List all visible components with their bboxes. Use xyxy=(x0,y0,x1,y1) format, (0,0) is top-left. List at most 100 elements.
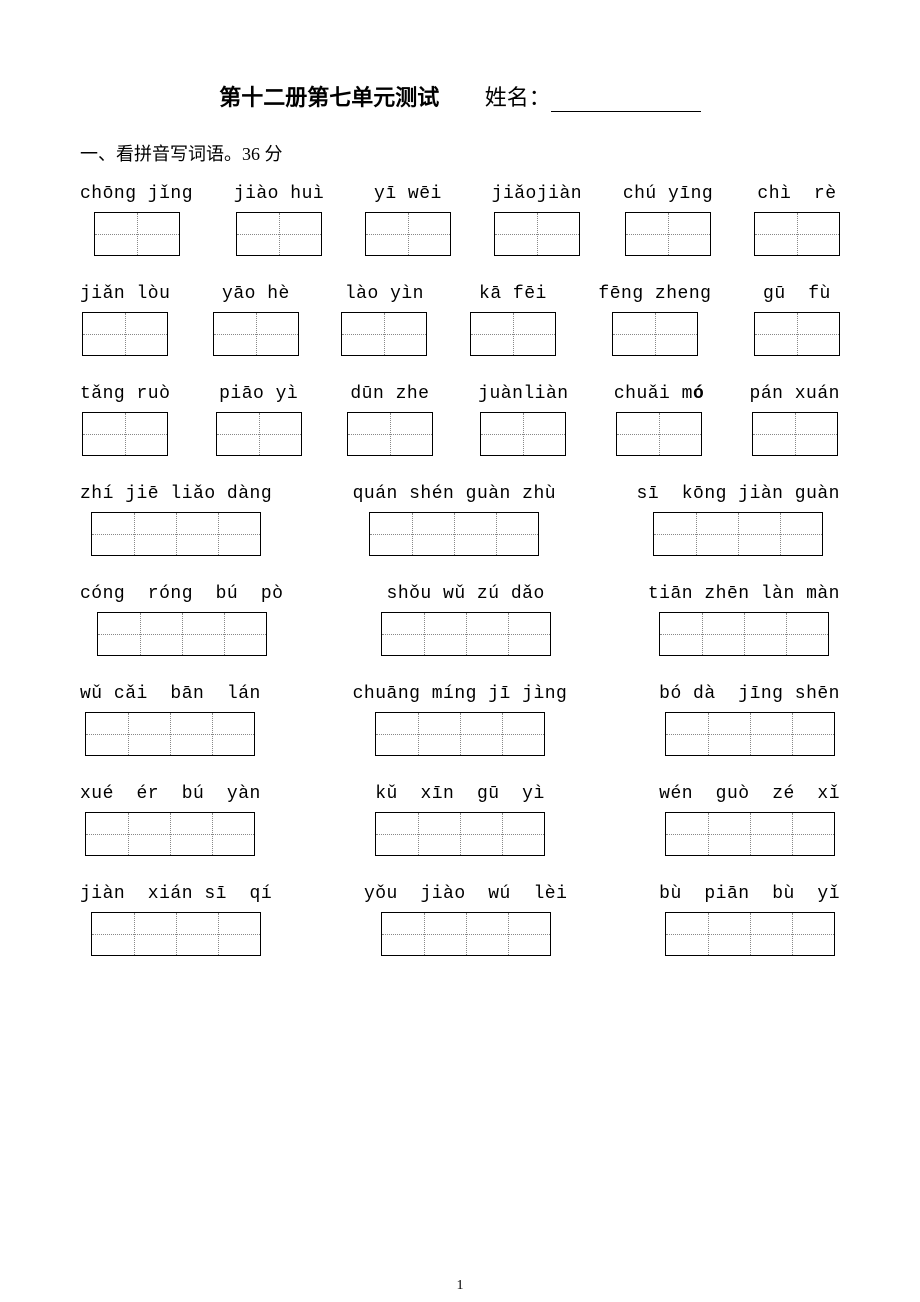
answer-cell[interactable] xyxy=(424,613,466,655)
answer-cell[interactable] xyxy=(83,313,125,355)
answer-cell[interactable] xyxy=(134,513,176,555)
answer-cell[interactable] xyxy=(750,713,792,755)
answer-cell[interactable] xyxy=(750,913,792,955)
answer-cell[interactable] xyxy=(792,713,834,755)
answer-cell[interactable] xyxy=(755,313,797,355)
answer-cell[interactable] xyxy=(655,313,697,355)
answer-cell[interactable] xyxy=(617,413,659,455)
answer-cell[interactable] xyxy=(537,213,579,255)
answer-cell[interactable] xyxy=(237,213,279,255)
answer-cell[interactable] xyxy=(224,613,266,655)
answer-boxset[interactable] xyxy=(616,412,702,456)
answer-cell[interactable] xyxy=(797,213,839,255)
answer-boxset[interactable] xyxy=(480,412,566,456)
answer-boxset[interactable] xyxy=(341,312,427,356)
answer-boxset[interactable] xyxy=(94,212,180,256)
answer-cell[interactable] xyxy=(523,413,565,455)
answer-cell[interactable] xyxy=(666,813,708,855)
answer-cell[interactable] xyxy=(125,313,167,355)
answer-cell[interactable] xyxy=(626,213,668,255)
answer-cell[interactable] xyxy=(513,313,555,355)
answer-cell[interactable] xyxy=(182,613,224,655)
answer-cell[interactable] xyxy=(256,313,298,355)
answer-cell[interactable] xyxy=(176,513,218,555)
answer-cell[interactable] xyxy=(753,413,795,455)
answer-cell[interactable] xyxy=(376,713,418,755)
answer-boxset[interactable] xyxy=(213,312,299,356)
answer-cell[interactable] xyxy=(212,713,254,755)
answer-cell[interactable] xyxy=(495,213,537,255)
answer-cell[interactable] xyxy=(666,713,708,755)
answer-boxset[interactable] xyxy=(754,312,840,356)
answer-cell[interactable] xyxy=(370,513,412,555)
answer-boxset[interactable] xyxy=(494,212,580,256)
answer-cell[interactable] xyxy=(792,813,834,855)
answer-boxset[interactable] xyxy=(470,312,556,356)
answer-boxset[interactable] xyxy=(625,212,711,256)
answer-cell[interactable] xyxy=(471,313,513,355)
answer-boxset[interactable] xyxy=(612,312,698,356)
answer-boxset[interactable] xyxy=(381,912,551,956)
answer-cell[interactable] xyxy=(170,713,212,755)
answer-cell[interactable] xyxy=(140,613,182,655)
answer-cell[interactable] xyxy=(342,313,384,355)
answer-boxset[interactable] xyxy=(365,212,451,256)
answer-cell[interactable] xyxy=(466,613,508,655)
answer-cell[interactable] xyxy=(792,913,834,955)
answer-cell[interactable] xyxy=(98,613,140,655)
answer-boxset[interactable] xyxy=(347,412,433,456)
answer-cell[interactable] xyxy=(384,313,426,355)
answer-boxset[interactable] xyxy=(665,912,835,956)
answer-cell[interactable] xyxy=(780,513,822,555)
answer-cell[interactable] xyxy=(708,813,750,855)
answer-cell[interactable] xyxy=(86,813,128,855)
answer-cell[interactable] xyxy=(702,613,744,655)
answer-boxset[interactable] xyxy=(375,712,545,756)
answer-boxset[interactable] xyxy=(375,812,545,856)
answer-cell[interactable] xyxy=(92,513,134,555)
answer-boxset[interactable] xyxy=(82,312,168,356)
answer-boxset[interactable] xyxy=(369,512,539,556)
answer-cell[interactable] xyxy=(348,413,390,455)
answer-cell[interactable] xyxy=(408,213,450,255)
answer-cell[interactable] xyxy=(217,413,259,455)
answer-cell[interactable] xyxy=(418,713,460,755)
answer-boxset[interactable] xyxy=(82,412,168,456)
answer-cell[interactable] xyxy=(412,513,454,555)
answer-cell[interactable] xyxy=(170,813,212,855)
answer-cell[interactable] xyxy=(708,713,750,755)
answer-cell[interactable] xyxy=(86,713,128,755)
answer-cell[interactable] xyxy=(390,413,432,455)
answer-cell[interactable] xyxy=(666,913,708,955)
answer-cell[interactable] xyxy=(481,413,523,455)
answer-boxset[interactable] xyxy=(97,612,267,656)
answer-cell[interactable] xyxy=(795,413,837,455)
answer-boxset[interactable] xyxy=(85,712,255,756)
answer-boxset[interactable] xyxy=(665,812,835,856)
answer-cell[interactable] xyxy=(708,913,750,955)
answer-cell[interactable] xyxy=(738,513,780,555)
answer-boxset[interactable] xyxy=(754,212,840,256)
answer-cell[interactable] xyxy=(496,513,538,555)
answer-cell[interactable] xyxy=(259,413,301,455)
answer-cell[interactable] xyxy=(755,213,797,255)
answer-cell[interactable] xyxy=(279,213,321,255)
answer-cell[interactable] xyxy=(508,613,550,655)
answer-cell[interactable] xyxy=(137,213,179,255)
answer-boxset[interactable] xyxy=(752,412,838,456)
answer-cell[interactable] xyxy=(460,713,502,755)
answer-cell[interactable] xyxy=(376,813,418,855)
answer-cell[interactable] xyxy=(696,513,738,555)
answer-cell[interactable] xyxy=(502,713,544,755)
answer-boxset[interactable] xyxy=(91,512,261,556)
answer-cell[interactable] xyxy=(218,913,260,955)
answer-cell[interactable] xyxy=(382,913,424,955)
answer-boxset[interactable] xyxy=(236,212,322,256)
answer-cell[interactable] xyxy=(366,213,408,255)
answer-cell[interactable] xyxy=(744,613,786,655)
answer-boxset[interactable] xyxy=(216,412,302,456)
answer-cell[interactable] xyxy=(218,513,260,555)
answer-boxset[interactable] xyxy=(91,912,261,956)
answer-cell[interactable] xyxy=(502,813,544,855)
answer-cell[interactable] xyxy=(92,913,134,955)
